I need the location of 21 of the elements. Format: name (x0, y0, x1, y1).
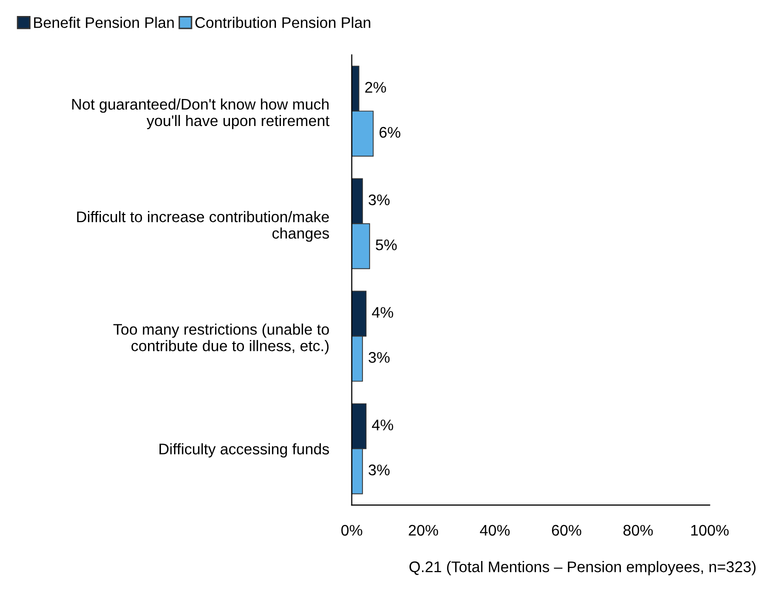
legend-label: Contribution Pension Plan (195, 16, 370, 28)
x-tick-label: 80% (623, 524, 653, 536)
data-label: 6% (380, 126, 400, 138)
x-tick-label: 0% (341, 524, 362, 536)
y-tick-label: Too many restrictions (unable to contribute due to illness, etc.) (113, 324, 329, 354)
y-tick-label: Difficulty accessing funds (160, 443, 329, 458)
x-tick-label: 100% (691, 524, 729, 536)
data-label: 4% (372, 420, 394, 430)
data-label: 4% (372, 307, 394, 318)
data-label: 3% (368, 464, 390, 476)
legend-label: Benefit Pension Plan (34, 16, 174, 28)
data-label: 3% (368, 352, 390, 363)
x-tick-label: 60% (552, 524, 582, 536)
y-tick-label: Not guaranteed/Don't know how much you'll have upon retirement (72, 98, 330, 130)
y-tick-label: Difficult to increase contribution/make changes (77, 211, 329, 242)
data-label: 5% (376, 240, 397, 250)
x-tick-label: 20% (408, 524, 438, 536)
data-label: 2% (365, 82, 386, 93)
data-label: 3% (368, 194, 390, 206)
text: Q.21 (Total Mentions – Pension employees, n=323) (409, 561, 756, 576)
x-tick-label: 40% (480, 524, 510, 536)
